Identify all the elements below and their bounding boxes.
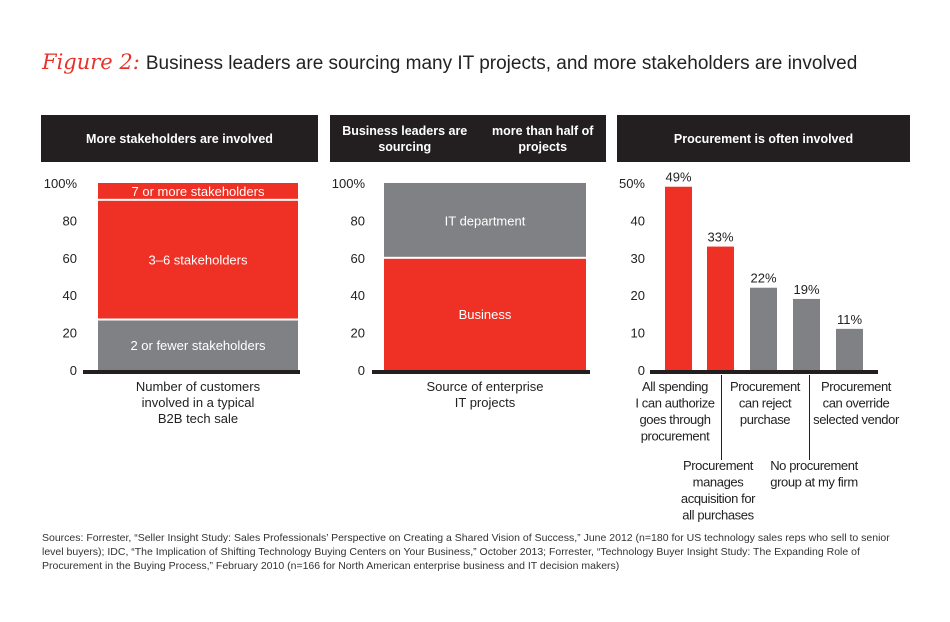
sources-note: Sources: Forrester, “Seller Insight Stud… xyxy=(42,532,890,572)
x-axis xyxy=(650,370,878,374)
data-label: 22% xyxy=(750,271,776,286)
category-label: can override xyxy=(823,396,890,411)
segment-label: 7 or more stakeholders xyxy=(132,184,265,199)
y-tick-label: 10 xyxy=(631,326,645,341)
panel-header-1: More stakeholders are involved xyxy=(41,115,318,162)
y-tick-label: 20 xyxy=(351,326,365,341)
segment-divider xyxy=(384,256,586,259)
panel-header-3: Procurement is often involved xyxy=(617,115,910,162)
data-label: 11% xyxy=(837,312,862,327)
segment-label: 3–6 stakeholders xyxy=(148,253,248,268)
segment-divider xyxy=(98,198,298,201)
x-axis xyxy=(372,370,590,374)
bar-segment xyxy=(98,183,298,200)
panel-header-2: Business leaders are sourcing more than h… xyxy=(330,115,606,162)
y-tick-label: 50% xyxy=(619,176,645,191)
category-label: can reject xyxy=(739,396,792,411)
segment-divider xyxy=(98,318,298,321)
segment-label: IT department xyxy=(445,213,526,228)
category-label: All spending xyxy=(642,379,708,394)
category-label: group at my firm xyxy=(770,475,858,490)
x-axis xyxy=(83,370,300,374)
panel-header-2-line-1: Business leaders are sourcing xyxy=(342,123,468,154)
data-label: 49% xyxy=(665,170,691,185)
bar-segment xyxy=(384,257,586,370)
category-label: manages xyxy=(693,475,745,490)
segment-label: 2 or fewer stakeholders xyxy=(130,338,266,353)
category-label: acquisition for xyxy=(681,491,756,506)
x-axis-label: involved in a typical xyxy=(142,395,255,410)
y-tick-label: 0 xyxy=(638,363,645,378)
category-label: Procurement xyxy=(683,458,754,473)
label-leader-line xyxy=(809,375,810,460)
figure-title: Figure 2: Business leaders are sourcing m… xyxy=(42,50,857,75)
bar-segment xyxy=(384,183,586,258)
bar xyxy=(836,328,863,370)
category-label: Procurement xyxy=(730,379,801,394)
y-tick-label: 40 xyxy=(351,288,365,303)
x-axis-label: Source of enterprise xyxy=(426,379,543,394)
category-label: all purchases xyxy=(682,508,754,523)
y-tick-label: 0 xyxy=(70,363,77,378)
x-axis-label: Number of customers xyxy=(136,379,261,394)
bar-segment xyxy=(98,319,298,370)
y-tick-label: 40 xyxy=(63,288,77,303)
bar xyxy=(793,298,820,370)
label-leader-line xyxy=(721,375,722,460)
x-axis-label: IT projects xyxy=(455,395,516,410)
bar xyxy=(707,246,734,370)
y-tick-label: 20 xyxy=(63,326,77,341)
y-tick-label: 60 xyxy=(63,251,77,266)
y-tick-label: 20 xyxy=(631,288,645,303)
segment-label: Business xyxy=(459,307,512,322)
category-label: selected vendor xyxy=(813,412,900,427)
y-tick-label: 30 xyxy=(631,251,645,266)
panel-header-2-line-2: more than half of projects xyxy=(492,123,594,154)
category-label: I can authorize xyxy=(635,396,714,411)
y-tick-label: 100% xyxy=(332,176,366,191)
y-tick-label: 60 xyxy=(351,251,365,266)
y-tick-label: 80 xyxy=(63,213,77,228)
category-label: Procurement xyxy=(821,379,892,394)
bar-segment xyxy=(98,199,298,320)
category-label: procurement xyxy=(641,429,710,444)
figure-title-text: Business leaders are sourcing many IT pr… xyxy=(145,53,858,74)
y-tick-label: 100% xyxy=(44,176,78,191)
category-label: goes through xyxy=(639,412,710,427)
y-tick-label: 80 xyxy=(351,213,365,228)
bar xyxy=(665,186,692,370)
figure-number: Figure 2: xyxy=(42,50,140,74)
bar xyxy=(750,287,777,370)
data-label: 33% xyxy=(707,230,733,245)
y-tick-label: 0 xyxy=(358,363,365,378)
y-tick-label: 40 xyxy=(631,213,645,228)
category-label: purchase xyxy=(740,412,790,427)
category-label: No procurement xyxy=(770,458,858,473)
x-axis-label: B2B tech sale xyxy=(158,411,238,426)
data-label: 19% xyxy=(793,282,819,297)
